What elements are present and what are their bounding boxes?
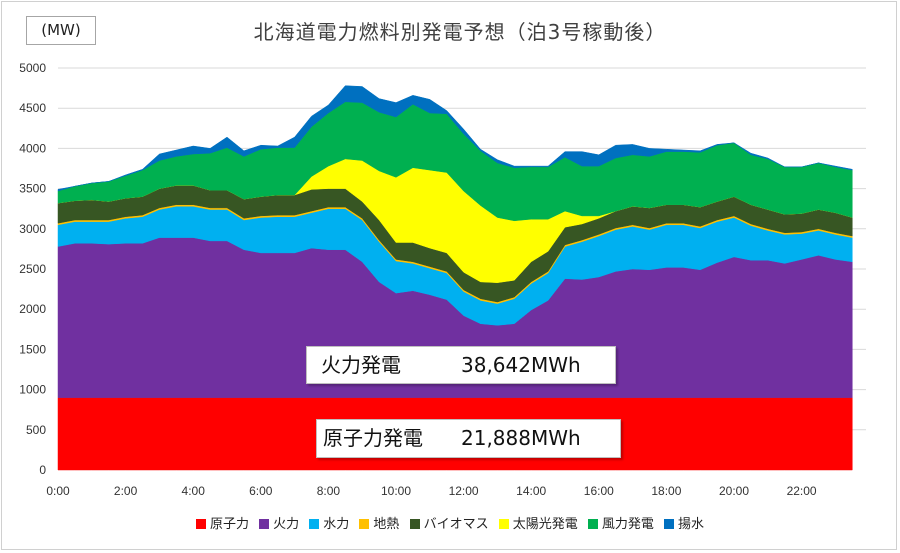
y-tick-label: 4000 (19, 141, 46, 155)
legend-swatch (409, 519, 420, 529)
annotation-nuclear-total: 原子力発電 21,888MWh (316, 419, 621, 458)
legend-item-nuclear: 原子力 (195, 513, 249, 532)
y-tick-label: 2500 (19, 262, 46, 276)
y-tick-label: 3000 (19, 222, 46, 236)
legend-swatch (498, 519, 509, 529)
legend-swatch (259, 519, 270, 529)
legend-item-pumped-storage: 揚水 (664, 513, 704, 532)
x-tick-label: 22:00 (787, 484, 817, 498)
annotation-value: 38,642MWh (461, 353, 581, 377)
x-tick-label: 6:00 (249, 484, 273, 498)
y-tick-label: 1000 (19, 383, 46, 397)
x-tick-label: 0:00 (46, 484, 70, 498)
y-tick-labels: 0 500 1000 1500 2000 2500 3000 3500 4000 4500 5000 (19, 61, 46, 477)
annotation-thermal-total: 火力発電 38,642MWh (306, 346, 616, 384)
y-tick-label: 5000 (19, 61, 46, 75)
legend-item-biomass: バイオマス (409, 513, 489, 532)
area-series (57, 85, 853, 471)
y-tick-label: 4500 (19, 101, 46, 115)
y-tick-label: 500 (26, 423, 46, 437)
legend-item-geothermal: 地熱 (359, 513, 399, 532)
y-axis-unit-label: (MW) (26, 16, 96, 45)
x-tick-label: 2:00 (114, 484, 138, 498)
y-tick-label: 0 (39, 463, 46, 477)
legend: 原子力 火力 水力 地熱 バイオマス 太陽光発電 風力発電 揚水 (0, 513, 900, 532)
legend-swatch (309, 519, 320, 529)
legend-swatch (195, 519, 206, 529)
annotation-label: 原子力発電 (323, 426, 423, 450)
x-tick-label: 14:00 (516, 484, 546, 498)
y-tick-label: 3500 (19, 182, 46, 196)
legend-item-wind: 風力発電 (587, 513, 654, 532)
legend-item-hydro: 水力 (309, 513, 349, 532)
x-tick-labels: 0:00 2:00 4:00 6:00 8:00 10:00 12:00 14:00 16:00… (46, 484, 817, 498)
x-tick-label: 10:00 (381, 484, 411, 498)
x-tick-label: 20:00 (719, 484, 749, 498)
area-pumped-storage (57, 85, 853, 192)
annotation-label: 火力発電 (321, 353, 401, 377)
x-tick-label: 4:00 (182, 484, 206, 498)
chart-title: 北海道電力燃料別発電予想（泊3号稼動後） (253, 20, 667, 44)
x-tick-label: 8:00 (317, 484, 341, 498)
y-tick-label: 1500 (19, 342, 46, 356)
y-tick-label: 2000 (19, 302, 46, 316)
legend-item-solar: 太陽光発電 (498, 513, 578, 532)
legend-swatch (587, 519, 598, 529)
x-tick-label: 18:00 (651, 484, 681, 498)
annotation-value: 21,888MWh (461, 426, 581, 450)
x-tick-label: 16:00 (584, 484, 614, 498)
x-tick-label: 12:00 (449, 484, 479, 498)
legend-item-thermal: 火力 (259, 513, 299, 532)
legend-swatch (359, 519, 370, 529)
legend-swatch (664, 519, 675, 529)
